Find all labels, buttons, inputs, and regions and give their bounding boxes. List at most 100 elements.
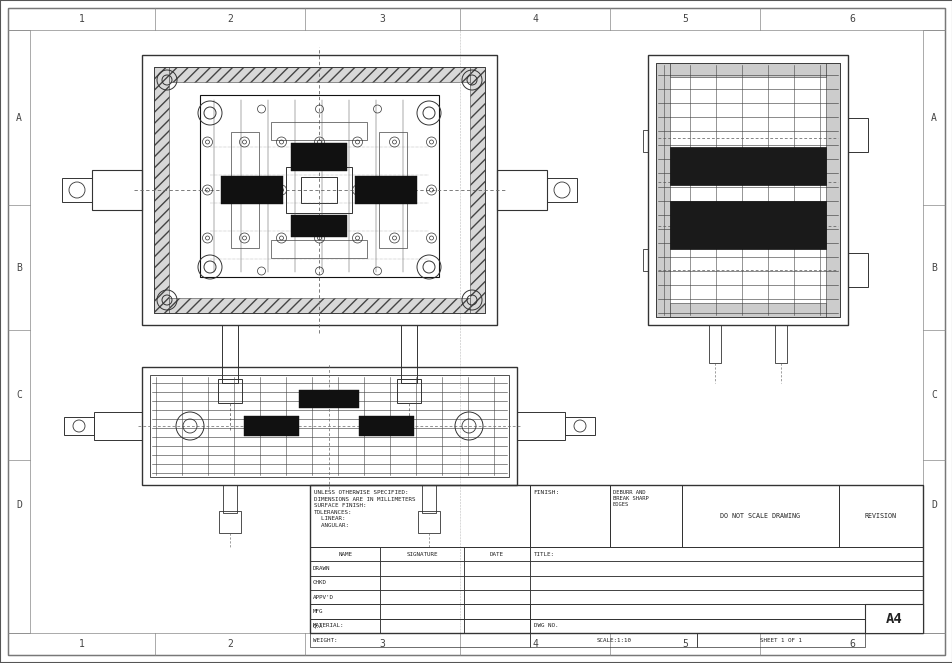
Text: SCALE:1:10: SCALE:1:10 <box>596 638 630 642</box>
Text: 3: 3 <box>379 14 385 24</box>
Bar <box>169 67 469 82</box>
Text: TITLE:: TITLE: <box>533 552 554 557</box>
Text: 3: 3 <box>379 639 385 649</box>
Text: WEIGHT:: WEIGHT: <box>312 638 337 642</box>
Bar <box>221 176 283 204</box>
Bar <box>271 240 367 258</box>
Text: CHKD: CHKD <box>312 580 327 585</box>
Bar <box>380 547 464 562</box>
Bar <box>422 485 436 513</box>
Text: 2: 2 <box>227 639 232 649</box>
Bar <box>291 143 347 171</box>
Bar <box>218 379 242 403</box>
Text: D: D <box>930 500 936 510</box>
Bar <box>922 30 944 633</box>
Bar <box>775 325 786 363</box>
Bar <box>309 619 529 633</box>
Bar <box>655 63 839 317</box>
Text: 1: 1 <box>78 14 85 24</box>
Bar <box>464 575 529 590</box>
Text: 6: 6 <box>848 639 855 649</box>
Bar <box>609 485 682 547</box>
Bar <box>200 95 439 277</box>
Bar <box>669 147 825 184</box>
Bar <box>309 605 380 619</box>
Bar <box>380 575 464 590</box>
Text: DATE: DATE <box>489 552 504 557</box>
Bar <box>309 575 380 590</box>
Bar <box>380 562 464 575</box>
Text: REVISION: REVISION <box>863 513 896 519</box>
Text: DRAWN: DRAWN <box>312 566 330 571</box>
Bar <box>154 67 485 313</box>
Bar <box>546 178 576 202</box>
Bar <box>379 132 407 248</box>
Bar <box>92 170 142 210</box>
Text: SIGNATURE: SIGNATURE <box>406 552 438 557</box>
Bar <box>149 375 508 477</box>
Bar <box>287 167 352 213</box>
Bar <box>529 619 922 633</box>
Text: 4: 4 <box>531 14 537 24</box>
Text: 2: 2 <box>227 14 232 24</box>
Bar <box>497 170 546 210</box>
Bar <box>309 590 380 605</box>
Bar <box>655 63 669 317</box>
Bar <box>847 118 867 152</box>
Text: APPV'D: APPV'D <box>312 595 333 600</box>
Text: 5: 5 <box>682 14 687 24</box>
Text: NAME: NAME <box>338 552 352 557</box>
Bar <box>309 633 529 647</box>
Bar <box>8 633 944 655</box>
Bar <box>847 253 867 287</box>
Text: C: C <box>16 390 22 400</box>
Text: UNLESS OTHERWISE SPECIFIED:
DIMENSIONS ARE IN MILLIMETERS
SURFACE FINISH:
TOLERA: UNLESS OTHERWISE SPECIFIED: DIMENSIONS A… <box>313 490 415 528</box>
Text: 4: 4 <box>531 639 537 649</box>
Bar <box>669 303 825 317</box>
Text: DO NOT SCALE DRAWING: DO NOT SCALE DRAWING <box>720 513 800 519</box>
Bar <box>219 511 241 533</box>
Bar <box>529 605 864 619</box>
Bar <box>355 176 417 204</box>
Bar <box>222 325 238 383</box>
Bar <box>669 201 825 249</box>
Bar <box>529 619 864 633</box>
Bar <box>301 177 337 203</box>
Bar <box>516 412 565 440</box>
Bar <box>669 63 825 77</box>
Text: MFG: MFG <box>312 609 323 614</box>
Bar <box>380 605 464 619</box>
Bar <box>359 416 414 436</box>
Bar <box>380 590 464 605</box>
Text: D: D <box>16 500 22 510</box>
Bar <box>245 416 299 436</box>
Text: B: B <box>930 263 936 272</box>
Bar <box>825 63 839 317</box>
Text: DWG NO.: DWG NO. <box>533 623 558 629</box>
Text: A: A <box>930 113 936 123</box>
Bar <box>529 485 609 547</box>
Bar <box>529 605 922 619</box>
Bar <box>142 367 516 485</box>
Bar <box>529 547 922 562</box>
Bar <box>309 562 380 575</box>
Bar <box>529 575 922 590</box>
Bar <box>464 605 529 619</box>
Bar <box>529 590 922 605</box>
Bar <box>154 67 169 313</box>
Text: MATERIAL:: MATERIAL: <box>312 623 344 629</box>
Bar <box>838 485 922 547</box>
Bar <box>529 633 697 647</box>
Bar <box>309 605 529 619</box>
Text: A: A <box>16 113 22 123</box>
Text: Q.A: Q.A <box>312 623 323 629</box>
Bar <box>643 249 647 271</box>
Bar <box>169 298 469 313</box>
Bar <box>309 485 922 633</box>
Bar <box>64 417 94 435</box>
Bar <box>464 562 529 575</box>
Bar <box>464 547 529 562</box>
Bar <box>299 391 359 408</box>
Bar <box>697 633 864 647</box>
Text: B: B <box>16 263 22 272</box>
